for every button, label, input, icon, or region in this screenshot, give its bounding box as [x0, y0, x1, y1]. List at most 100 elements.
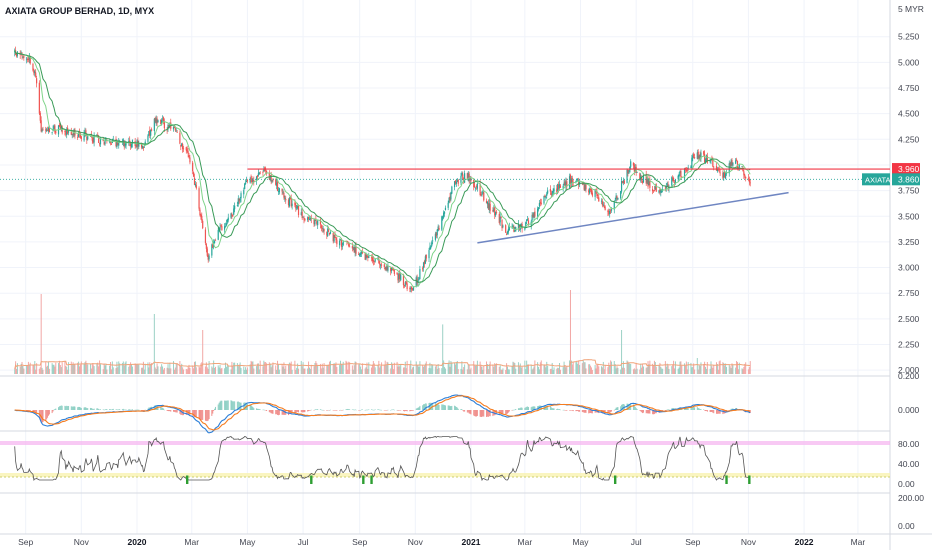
macd-hist-bar: [436, 403, 438, 410]
volume-bar: [444, 368, 446, 374]
macd-hist-bar: [692, 406, 694, 410]
candle-body: [58, 124, 61, 127]
candle-body: [219, 227, 221, 230]
volume-bar: [464, 364, 466, 374]
macd-hist-bar: [700, 409, 702, 410]
candle-body: [342, 241, 344, 246]
volume-bar: [87, 364, 89, 374]
volume-bar: [321, 363, 323, 374]
currency-label[interactable]: MYR: [905, 4, 924, 14]
macd-hist-bar: [666, 409, 668, 410]
macd-hist-bar: [526, 406, 528, 410]
volume-bar: [443, 360, 445, 374]
macd-hist-bar: [199, 410, 201, 421]
volume-bar: [488, 364, 490, 374]
macd-hist-bar: [611, 410, 613, 412]
macd-hist-bar: [545, 405, 547, 410]
candle-body: [620, 191, 622, 199]
macd-hist-bar: [405, 410, 407, 411]
macd-hist-bar: [534, 406, 536, 410]
volume-bar: [698, 364, 700, 374]
macd-hist-bar: [123, 409, 125, 411]
price-tick-label: 4.750: [898, 83, 920, 93]
volume-bar: [691, 367, 693, 374]
macd-hist-bar: [578, 410, 580, 412]
macd-hist-bar: [160, 407, 162, 410]
macd-hist-bar: [590, 410, 592, 414]
macd-hist-bar: [104, 409, 106, 411]
macd-hist-bar: [533, 406, 535, 410]
volume-bar: [450, 361, 452, 374]
volume-bar: [271, 365, 273, 374]
volume-bar: [41, 367, 43, 374]
candle-body: [524, 227, 526, 230]
volume-bar: [679, 361, 681, 374]
macd-hist-bar: [588, 410, 590, 414]
candle-body: [435, 232, 437, 237]
candle-body: [250, 177, 252, 179]
volume-bar: [233, 362, 235, 374]
volume-bar: [470, 367, 472, 374]
volume-bar: [584, 362, 586, 374]
volume-bar: [46, 366, 48, 374]
candle-body: [163, 120, 165, 129]
macd-hist-bar: [129, 409, 131, 410]
candle-body: [230, 213, 232, 218]
macd-hist-bar: [346, 409, 348, 410]
volume-bar: [547, 365, 549, 374]
volume-bar: [169, 362, 171, 374]
price-axis[interactable]: 5.2505.0004.7504.5004.2503.7503.5003.250…: [862, 32, 924, 531]
candle-body: [102, 140, 104, 142]
volume-bar: [494, 363, 496, 374]
candle-body: [365, 254, 367, 260]
candle-body: [192, 172, 195, 177]
candle-body: [495, 211, 497, 216]
macd-hist-bar: [34, 410, 36, 413]
macd-hist-bar: [326, 410, 328, 411]
volume-bar: [104, 365, 106, 374]
volume-bar: [112, 367, 114, 374]
macd-hist-bar: [271, 410, 273, 414]
volume-bar: [287, 365, 289, 374]
volume-bar: [614, 364, 616, 374]
volume-bar: [38, 368, 40, 374]
candle-body: [731, 160, 733, 166]
volume-bar: [390, 368, 392, 374]
candle-body: [129, 140, 131, 143]
candle-body: [150, 129, 152, 136]
macd-hist-bar: [411, 410, 413, 411]
macd-hist-bar: [314, 409, 316, 411]
candle-body: [118, 141, 120, 146]
volume-bar: [705, 368, 707, 374]
candle-body: [234, 205, 236, 210]
volume-bar: [537, 362, 539, 374]
macd-hist-bar: [584, 410, 586, 413]
candle-body: [297, 205, 299, 209]
volume-bar: [717, 369, 719, 374]
candle-body: [559, 185, 562, 188]
time-tick-label: 2021: [462, 537, 481, 547]
candle-body: [568, 176, 571, 188]
candle-body: [719, 172, 721, 174]
volume-bar: [431, 364, 433, 374]
macd-hist-bar: [383, 410, 385, 411]
candle-body: [424, 256, 426, 264]
macd-hist-bar: [103, 409, 105, 411]
volume-bar: [469, 369, 471, 374]
stochastic-signals: [185, 475, 751, 484]
volume-bar: [295, 369, 297, 374]
candle-body: [28, 55, 30, 60]
time-axis[interactable]: Sep Nov 2020 Mar May Jul Sep Nov 2021 Mar May Jul Se…: [18, 537, 865, 547]
macd-hist-bar: [690, 408, 692, 410]
volume-bar: [392, 364, 394, 374]
candle-body: [169, 123, 171, 126]
volume-bar: [422, 365, 424, 374]
macd-hist-bar: [435, 403, 437, 410]
candle-body: [539, 201, 541, 204]
volume-bar: [297, 363, 299, 374]
macd-hist-bar: [116, 409, 118, 410]
candle-body: [479, 183, 481, 195]
